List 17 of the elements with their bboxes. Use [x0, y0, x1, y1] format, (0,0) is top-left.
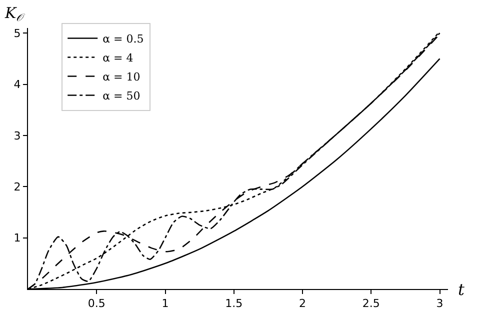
y-axis-title: K$_{𝒪}$: [4, 4, 26, 24]
x-tick-label: 1: [162, 297, 169, 310]
x-axis-title: t: [458, 280, 465, 299]
y-tick-label: 3: [14, 129, 21, 142]
x-tick-label: 1.5: [225, 297, 243, 310]
x-tick-label: 0.5: [88, 297, 106, 310]
legend-label: α = 10: [102, 70, 140, 84]
legend-label: α = 0.5: [102, 32, 144, 46]
x-tick-label: 2: [299, 297, 306, 310]
y-tick-label: 1: [14, 232, 21, 245]
y-tick-label: 2: [14, 180, 21, 194]
y-tick-label: 4: [14, 78, 21, 92]
x-tick-label: 2.5: [362, 297, 380, 310]
x-tick-label: 3: [436, 297, 444, 310]
legend-label: α = 50: [102, 90, 140, 103]
y-tick-label: 5: [14, 26, 21, 40]
legend-label: α = 4: [102, 52, 134, 65]
